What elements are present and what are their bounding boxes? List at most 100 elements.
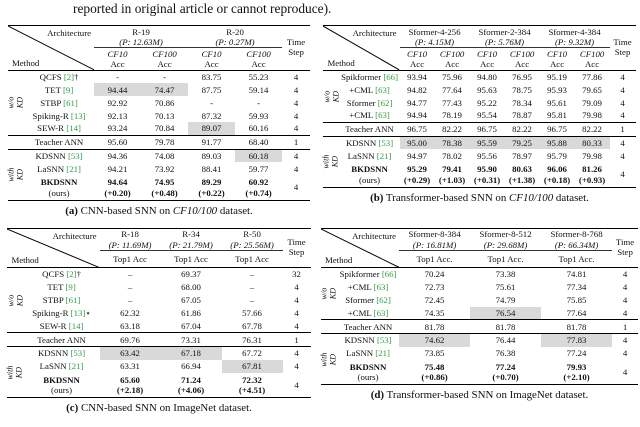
citation-ref[interactable]: [53] <box>70 348 86 359</box>
results-table-a: Architecture Method R-19 (P: 12.63M) R-20 (P:… <box>6 24 311 201</box>
arch-name: Sformer-8-384 <box>408 229 461 240</box>
value-cell: 80.33 <box>574 136 610 150</box>
metric-column-header: CF10 Acc <box>188 48 235 70</box>
value-cell: 61.86 <box>161 307 222 320</box>
citation-ref[interactable]: [21] <box>376 150 392 161</box>
value-cell: 55.23 <box>235 69 283 84</box>
method-suffix: ⋆ <box>85 308 91 319</box>
accuracy-value: 95.29 <box>407 164 427 175</box>
table-caption-a: (a) CNN-based SNN on CF10/100 dataset. <box>65 205 253 217</box>
value-cell: 95.00 <box>399 136 435 150</box>
arch-params: (P: 29.68M) <box>483 239 528 250</box>
citation-ref[interactable]: [21] <box>68 361 84 372</box>
caption-segment: (b) <box>370 191 384 204</box>
accuracy-value: 59.93 <box>248 110 269 121</box>
metric-label: Acc <box>479 59 495 70</box>
method-cell: LaSNN [21] <box>337 347 399 360</box>
group-label-text: with KD <box>5 365 24 380</box>
citation-ref[interactable]: [63] <box>373 282 389 293</box>
accuracy-value: 83.75 <box>201 71 222 82</box>
citation-ref[interactable]: [14] <box>66 123 81 134</box>
caption-segment: CNN-based SNN on ImageNet dataset. <box>78 402 252 415</box>
group-label <box>323 121 340 137</box>
value-cell: 74.79 <box>470 294 541 307</box>
accuracy-value: 65.60 <box>120 374 140 385</box>
citation-ref[interactable]: [62] <box>376 295 391 306</box>
value-cell: 76.31 <box>221 332 283 348</box>
metric-column-header: Top1 Acc. <box>399 251 470 268</box>
citation-ref[interactable]: [63] <box>375 110 390 121</box>
time-step-cell: 4 <box>293 163 299 174</box>
method-cell: Teacher ANN <box>23 332 100 348</box>
accuracy-value: 78.38 <box>442 137 462 148</box>
citation-ref[interactable]: [61] <box>63 97 78 108</box>
improvement-value: (+0.18) <box>543 174 571 185</box>
value-cell: 62.32 <box>100 307 161 320</box>
value-cell: 95.81 <box>540 109 575 122</box>
citation-ref[interactable]: [66] <box>383 71 399 82</box>
value-cell: 77.43 <box>435 96 470 109</box>
citation-ref[interactable]: [61] <box>65 295 81 306</box>
time-step-cell: 4 <box>622 282 628 293</box>
method-name: KDSNN <box>35 150 66 161</box>
value-cell: 95.61 <box>540 96 575 109</box>
accuracy-value: 94.77 <box>407 97 427 108</box>
method-cell: BKDSNN (ours) <box>23 372 100 399</box>
citation-ref[interactable]: [62] <box>377 97 393 108</box>
citation-ref[interactable]: [63] <box>373 307 389 318</box>
accuracy-value: 77.64 <box>566 307 587 318</box>
metric-label: Acc <box>204 59 219 70</box>
value-cell: 73.92 <box>141 162 188 175</box>
method-name: Teacher ANN <box>34 137 84 148</box>
value-cell: 95.63 <box>470 83 505 96</box>
metric-label: Top1 Acc. <box>558 254 595 265</box>
accuracy-value: 95.93 <box>547 84 567 95</box>
accuracy-value: 95.79 <box>547 150 567 161</box>
citation-ref[interactable]: [21] <box>375 348 390 359</box>
time-step-cell: 4 <box>294 361 299 372</box>
method-cell: +CML [63] <box>337 307 399 320</box>
time-step-cell: 4 <box>282 372 311 399</box>
value-cell: 95.19 <box>539 69 575 84</box>
citation-ref[interactable]: [21] <box>66 163 81 174</box>
value-cell: 78.19 <box>435 109 470 122</box>
time-step-cell: 4 <box>293 150 299 161</box>
citation-ref[interactable]: [9] <box>63 84 74 95</box>
time-step-cell: 1 <box>609 121 636 137</box>
citation-ref[interactable]: [53] <box>67 150 83 161</box>
improvement-value: (+1.03) <box>438 174 466 185</box>
citation-ref[interactable]: [9] <box>65 282 76 293</box>
accuracy-value: 94.36 <box>107 150 128 161</box>
citation-ref[interactable]: [13] <box>70 110 86 121</box>
accuracy-value: 77.24 <box>495 361 516 372</box>
value-cell: 76.95 <box>504 69 540 84</box>
accuracy-value: 69.76 <box>120 334 140 345</box>
citation-ref[interactable]: [13] <box>70 308 86 319</box>
citation-ref[interactable]: [2] <box>66 269 77 280</box>
citation-ref[interactable]: [66] <box>381 269 397 280</box>
time-step-cell: 4 <box>294 308 299 319</box>
method-name: +CML <box>349 110 373 121</box>
table-head: Architecture Method R-18 (P: 11.69M) R-34 (P:… <box>7 227 311 268</box>
method-name: LaSNN <box>37 163 65 174</box>
citation-ref[interactable]: [14] <box>68 320 84 331</box>
citation-ref[interactable]: [2] <box>63 71 75 82</box>
arch-params: (P: 9.32M) <box>555 36 595 47</box>
accuracy-value: 75.48 <box>424 361 445 372</box>
group-label-text: w/o KD <box>321 90 340 103</box>
value-cell: 60.18 <box>235 149 283 163</box>
improvement-value: (+0.29) <box>403 174 431 185</box>
time-step-cell: 1 <box>282 332 311 348</box>
citation-ref[interactable]: [63] <box>375 84 390 95</box>
group-label-text: with KD <box>319 352 337 367</box>
value-cell: 79.25 <box>504 136 540 150</box>
architecture-header-label: Architecture <box>47 28 92 38</box>
citation-ref[interactable]: [53] <box>376 335 392 346</box>
method-cell: Sformer [62] <box>340 96 400 109</box>
panel-a: Architecture Method R-19 (P: 12.63M) R-20 (P:… <box>1 24 317 217</box>
time-step-cell: 4 <box>612 267 639 281</box>
group-label-text: w/o KD <box>6 96 24 109</box>
citation-ref[interactable]: [53] <box>378 137 394 148</box>
method-suffix: † <box>74 71 79 82</box>
accuracy-value: 79.41 <box>442 164 462 175</box>
